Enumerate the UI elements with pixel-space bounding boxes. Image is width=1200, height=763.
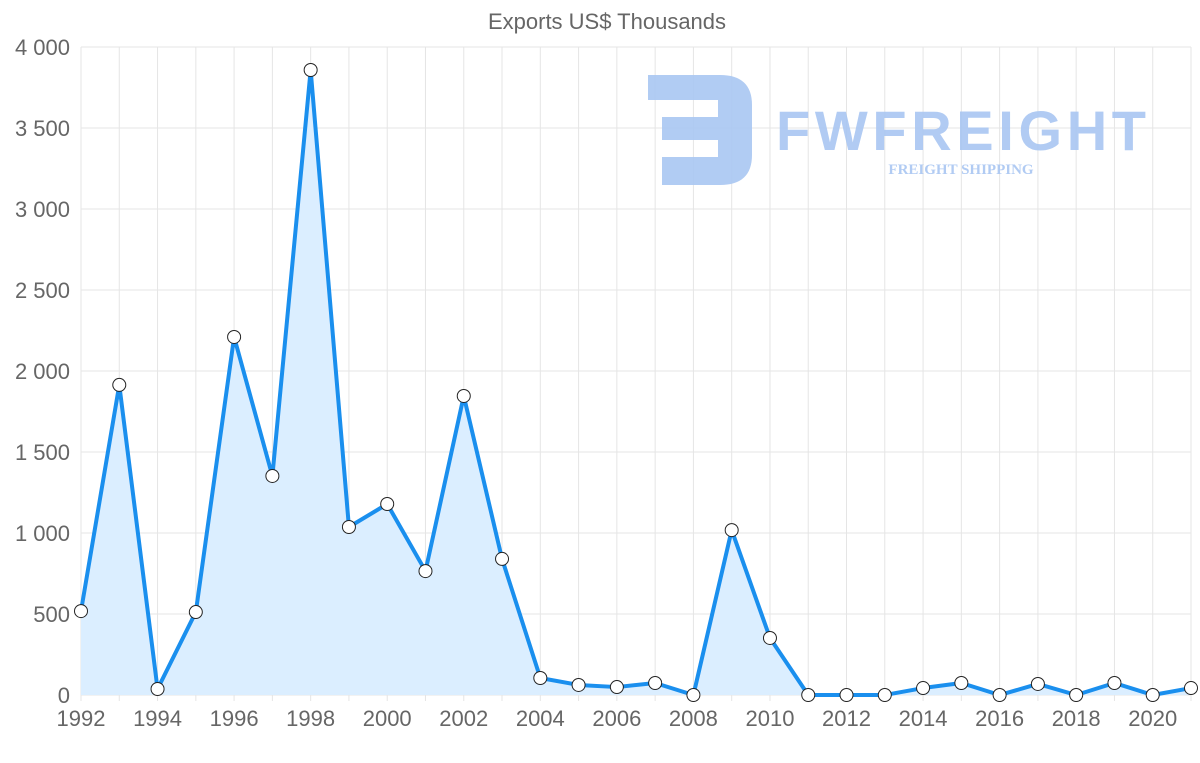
- x-tick-label: 2010: [745, 706, 794, 731]
- x-tick-label: 2004: [516, 706, 565, 731]
- x-tick-label: 2000: [363, 706, 412, 731]
- data-point: [188, 605, 203, 620]
- data-point: [801, 688, 816, 702]
- y-tick-label: 3 500: [15, 116, 70, 141]
- data-point: [954, 676, 969, 691]
- x-tick-label: 2016: [975, 706, 1024, 731]
- data-point: [762, 630, 777, 645]
- data-point: [648, 676, 663, 691]
- x-tick-label: 1992: [57, 706, 106, 731]
- y-tick-label: 500: [33, 602, 70, 627]
- data-point: [150, 682, 165, 697]
- x-tick-label: 2018: [1052, 706, 1101, 731]
- data-point: [74, 604, 88, 619]
- y-tick-label: 1 500: [15, 440, 70, 465]
- data-point: [227, 329, 242, 344]
- x-tick-label: 2002: [439, 706, 488, 731]
- data-point: [916, 681, 931, 696]
- x-tick-label: 1998: [286, 706, 335, 731]
- fwfreight-watermark: FWFREIGHT FREIGHT SHIPPING: [648, 75, 1146, 185]
- data-point: [1145, 688, 1160, 702]
- data-point: [112, 377, 127, 392]
- area-fill: [81, 70, 1191, 695]
- data-point: [686, 688, 701, 702]
- x-tick-label: 2006: [592, 706, 641, 731]
- data-point: [1030, 676, 1045, 691]
- watermark-brand: FWFREIGHT: [776, 99, 1146, 162]
- x-tick-label: 2014: [899, 706, 948, 731]
- series: [74, 63, 1198, 702]
- y-tick-label: 2 500: [15, 278, 70, 303]
- data-point: [992, 688, 1007, 702]
- data-point: [839, 688, 854, 702]
- data-point: [609, 680, 624, 695]
- x-tick-label: 2008: [669, 706, 718, 731]
- data-point: [1184, 681, 1198, 696]
- data-point: [1107, 676, 1122, 691]
- chart-title: Exports US$ Thousands: [488, 9, 726, 34]
- data-point: [533, 670, 548, 685]
- y-tick-label: 1 000: [15, 521, 70, 546]
- watermark-tagline: FREIGHT SHIPPING: [888, 162, 1033, 178]
- axes: 0 500 1 000 1 500 2 000 2 500 3 000 3 500 4 000 1…: [15, 35, 1177, 731]
- x-tick-label: 1994: [133, 706, 182, 731]
- x-tick-label: 1996: [210, 706, 259, 731]
- y-tick-label: 3 000: [15, 197, 70, 222]
- data-point: [724, 523, 739, 538]
- data-point: [571, 677, 586, 692]
- logo-icon: [648, 75, 752, 185]
- data-point: [1069, 688, 1084, 702]
- data-point: [265, 468, 280, 483]
- y-tick-label: 4 000: [15, 35, 70, 60]
- data-point: [418, 564, 433, 579]
- data-point: [303, 63, 318, 78]
- data-point: [877, 688, 892, 702]
- y-tick-label: 2 000: [15, 359, 70, 384]
- x-tick-label: 2012: [822, 706, 871, 731]
- data-point: [495, 551, 510, 566]
- y-tick-label: 0: [58, 683, 70, 708]
- data-point: [456, 388, 471, 403]
- x-tick-label: 2020: [1128, 706, 1177, 731]
- data-point: [341, 520, 356, 535]
- data-point: [380, 497, 395, 512]
